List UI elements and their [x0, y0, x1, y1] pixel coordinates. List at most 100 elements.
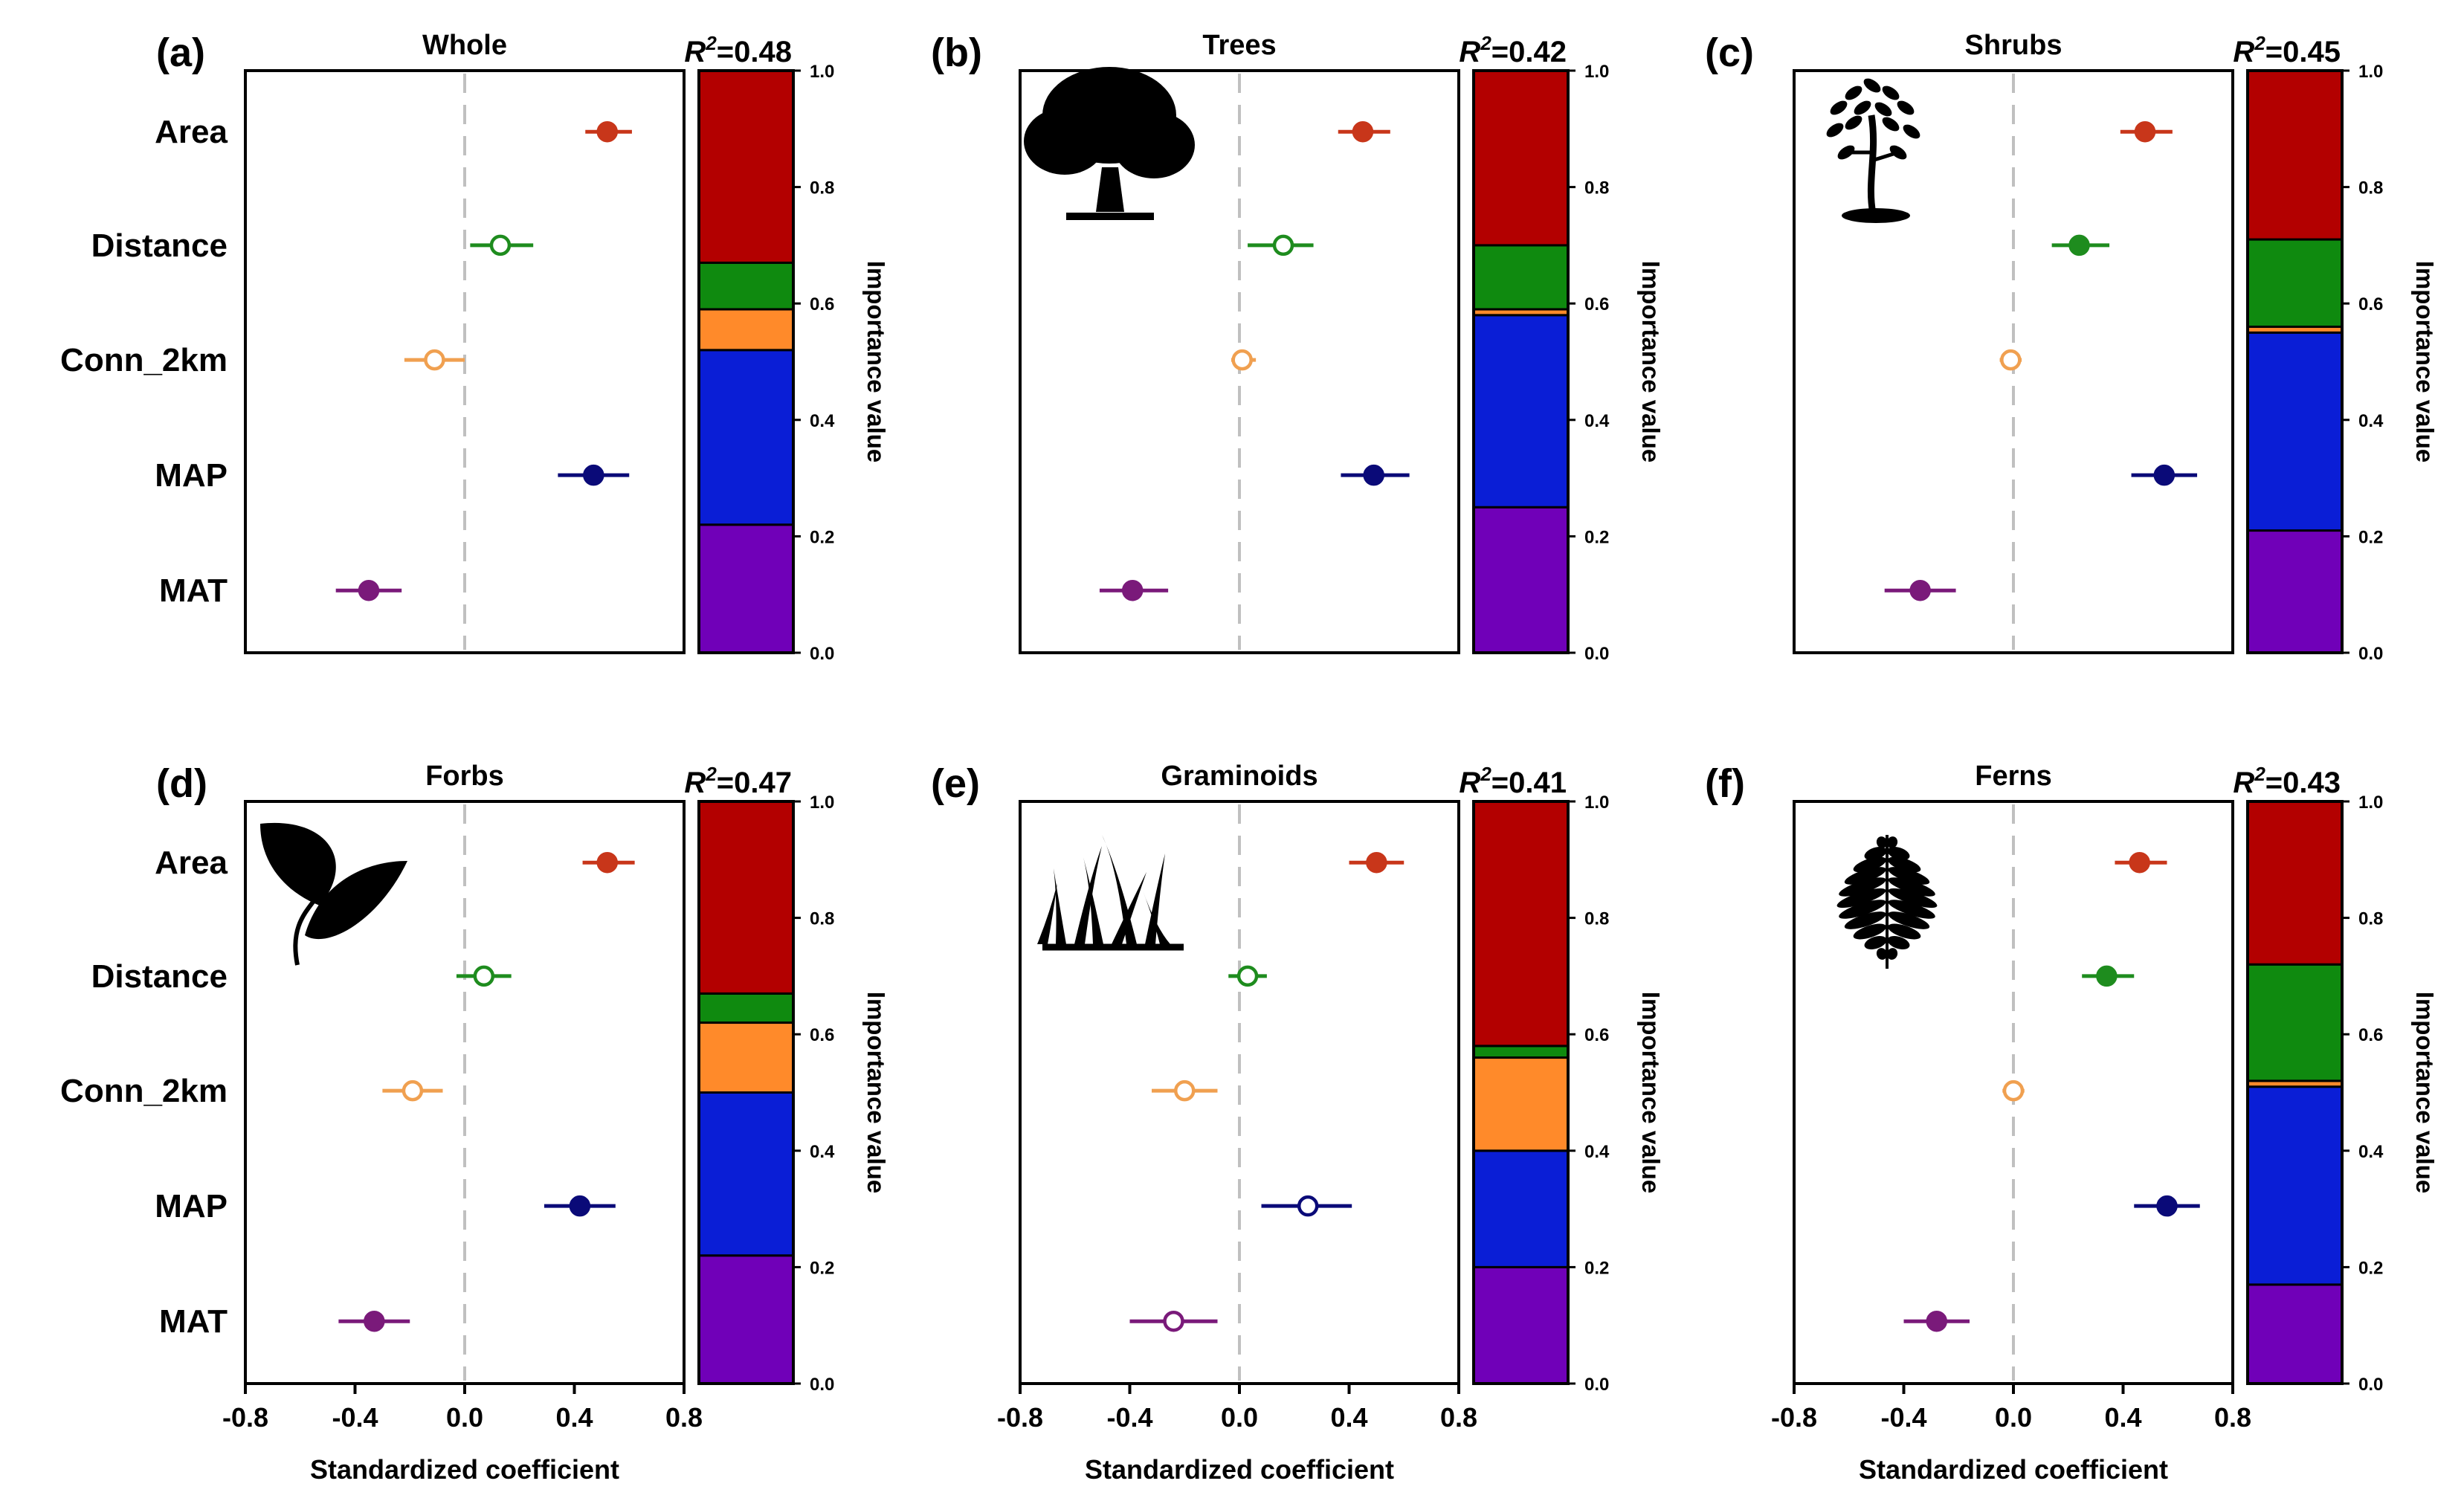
variable-label: Conn_2km	[60, 342, 228, 378]
x-tick-label: -0.8	[997, 1402, 1043, 1433]
x-axis-title: Standardized coefficient	[310, 1454, 619, 1485]
importance-segment-conn_2km	[1472, 1056, 1570, 1152]
coef-point-distance	[1236, 965, 1259, 987]
superscript-two: 2	[705, 763, 717, 785]
coef-point-mat	[1121, 579, 1144, 601]
tree-icon	[1024, 67, 1195, 220]
importance-tick-label: 0.2	[2358, 527, 2383, 547]
importance-axis-title: Importance value	[862, 261, 890, 462]
importance-segment-map	[697, 349, 795, 526]
x-tick-label: -0.8	[222, 1402, 268, 1433]
importance-tick-label: 0.4	[1584, 1142, 1610, 1162]
x-tick-label: 0.0	[446, 1402, 483, 1433]
variable-label: Area	[155, 114, 228, 150]
variable-label: MAT	[159, 1303, 228, 1340]
importance-segment-map	[2246, 1085, 2344, 1286]
r-squared-symbol: R	[684, 36, 706, 68]
importance-tick-label: 0.0	[1584, 644, 1609, 664]
coef-point-conn_2km	[1231, 349, 1253, 371]
superscript-two: 2	[1480, 32, 1491, 54]
importance-segment-distance	[1472, 1045, 1570, 1059]
importance-segment-distance	[697, 992, 795, 1024]
coef-point-map	[2156, 1195, 2178, 1217]
importance-segment-area	[1472, 800, 1570, 1048]
importance-tick-label: 0.6	[2358, 294, 2383, 314]
importance-segment-mat	[1472, 506, 1570, 654]
importance-bar-frame	[1472, 800, 1570, 1385]
variable-label: MAT	[159, 572, 228, 609]
r-squared-label: R2=0.42	[1459, 32, 1567, 68]
importance-axis-title: Importance value	[2411, 992, 2439, 1193]
importance-axis-title: Importance value	[1637, 992, 1665, 1193]
coef-point-conn_2km	[424, 349, 445, 371]
importance-tick-label: 1.0	[1584, 62, 1609, 82]
coef-point-distance	[473, 965, 495, 987]
r-squared-value: =0.48	[717, 36, 792, 68]
variable-label: MAP	[155, 1188, 228, 1224]
r-squared-value: =0.45	[2265, 36, 2341, 68]
grass-icon	[1037, 835, 1184, 951]
importance-tick-label: 0.8	[810, 178, 834, 199]
panel-label: (a)	[156, 30, 205, 75]
r-squared-symbol: R	[2233, 766, 2254, 799]
panel-label: (f)	[1705, 761, 1745, 806]
importance-tick-label: 0.6	[1584, 1025, 1609, 1045]
coef-point-mat	[364, 1310, 385, 1332]
panel-label: (c)	[1705, 30, 1754, 75]
importance-segment-mat	[2246, 529, 2344, 654]
importance-tick-label: 0.6	[810, 1025, 834, 1045]
fern-icon	[1836, 835, 1938, 969]
importance-segment-distance	[2246, 963, 2344, 1082]
panel-title: Forbs	[425, 761, 504, 792]
coef-point-mat	[1909, 579, 1931, 601]
panel-label: (d)	[156, 761, 207, 806]
coef-point-map	[569, 1195, 591, 1217]
importance-segment-mat	[2246, 1283, 2344, 1385]
x-tick-label: 0.8	[1440, 1402, 1477, 1433]
shrub-icon	[1826, 78, 1920, 223]
r-squared-value: =0.43	[2265, 766, 2341, 799]
importance-tick-label: 0.4	[810, 411, 835, 431]
panel-graminoids: (e) Graminoids -0.8 -0.4 0.0 0.4 0.8 Standardiz…	[931, 761, 1665, 1485]
importance-tick-label: 0.4	[2358, 1142, 2384, 1162]
importance-bar-frame	[1472, 69, 1570, 654]
panel-title: Ferns	[1975, 761, 2051, 792]
coef-point-mat	[1163, 1310, 1184, 1332]
importance-tick-label: 0.6	[2358, 1025, 2383, 1045]
x-axis-title: Standardized coefficient	[1859, 1454, 2168, 1485]
r-squared-symbol: R	[2233, 36, 2254, 68]
coef-point-conn_2km	[1174, 1079, 1196, 1102]
x-tick-label: 0.0	[1995, 1402, 2032, 1433]
importance-tick-label: 1.0	[810, 62, 834, 82]
panel-title: Shrubs	[1965, 30, 2063, 61]
importance-tick-label: 0.8	[810, 909, 834, 929]
importance-tick-label: 0.2	[810, 527, 834, 547]
x-tick-label: 0.8	[665, 1402, 703, 1433]
x-tick-label: 0.8	[2214, 1402, 2251, 1433]
importance-tick-label: 1.0	[1584, 793, 1609, 813]
r-squared-label: R2=0.41	[1459, 763, 1567, 799]
coef-point-area	[596, 120, 618, 143]
panel-trees: (b) Trees R2=0.42 0.0 0.2 0.4 0.6 0.8 1.0 Importa…	[931, 30, 1665, 664]
coef-point-distance	[1272, 234, 1294, 256]
r-squared-label: R2=0.45	[2233, 32, 2341, 68]
importance-segment-area	[1472, 69, 1570, 247]
importance-axis-title: Importance value	[2411, 261, 2439, 462]
coef-point-map	[2153, 464, 2176, 486]
superscript-two: 2	[1480, 763, 1491, 785]
importance-segment-area	[2246, 69, 2344, 241]
importance-axis-title: Importance value	[1637, 261, 1665, 462]
importance-bar-frame	[697, 69, 795, 654]
importance-tick-label: 0.8	[2358, 178, 2383, 199]
plot-frame	[244, 69, 686, 654]
coef-point-area	[2134, 120, 2156, 143]
panel-ferns: (f) Ferns -0.8 -0.4 0.0 0.4 0.8 Standardized co…	[1705, 761, 2439, 1485]
importance-tick-label: 0.4	[1584, 411, 1610, 431]
importance-segment-map	[2246, 331, 2344, 532]
coef-point-map	[1363, 464, 1384, 486]
coef-point-mat	[1926, 1310, 1947, 1332]
importance-tick-label: 0.0	[2358, 1375, 2383, 1395]
panel-title: Trees	[1202, 30, 1276, 61]
r-squared-symbol: R	[684, 766, 706, 799]
